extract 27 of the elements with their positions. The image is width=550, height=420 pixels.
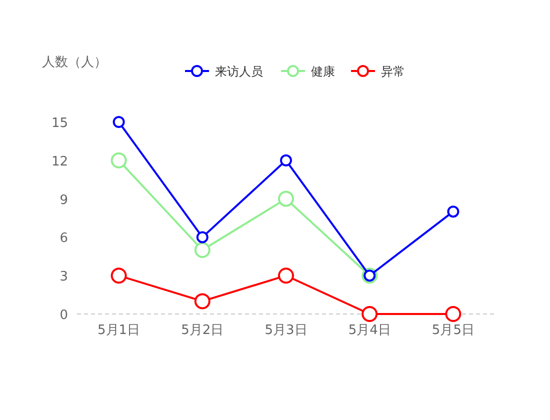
point	[194, 293, 210, 310]
y-tick-label: 3	[60, 270, 68, 285]
point	[280, 154, 292, 166]
point	[447, 206, 460, 218]
y-tick-label: 12	[51, 154, 68, 170]
point	[110, 268, 127, 284]
x-tick-label: 5月2日	[181, 323, 224, 338]
y-tick-label: 15	[51, 116, 68, 131]
point	[362, 306, 378, 322]
point	[445, 306, 462, 322]
y-tick-label: 0	[60, 308, 68, 323]
legend-label: 健康	[311, 64, 335, 78]
point	[194, 242, 210, 258]
point	[110, 152, 127, 168]
point	[196, 231, 208, 244]
y-tick-label: 6	[60, 231, 68, 246]
x-tick-label: 5月5日	[432, 323, 474, 338]
point	[278, 190, 294, 207]
point	[278, 268, 294, 284]
y-tick-label: 9	[60, 192, 68, 208]
legend-label: 异常	[381, 64, 405, 78]
y-axis-title: 人数（人）	[42, 55, 107, 70]
legend-label: 来访人员	[215, 64, 263, 78]
x-tick-label: 5月4日	[348, 323, 391, 338]
point	[112, 116, 125, 128]
x-tick-label: 5月3日	[264, 323, 308, 338]
x-tick-label: 5月1日	[98, 323, 140, 338]
